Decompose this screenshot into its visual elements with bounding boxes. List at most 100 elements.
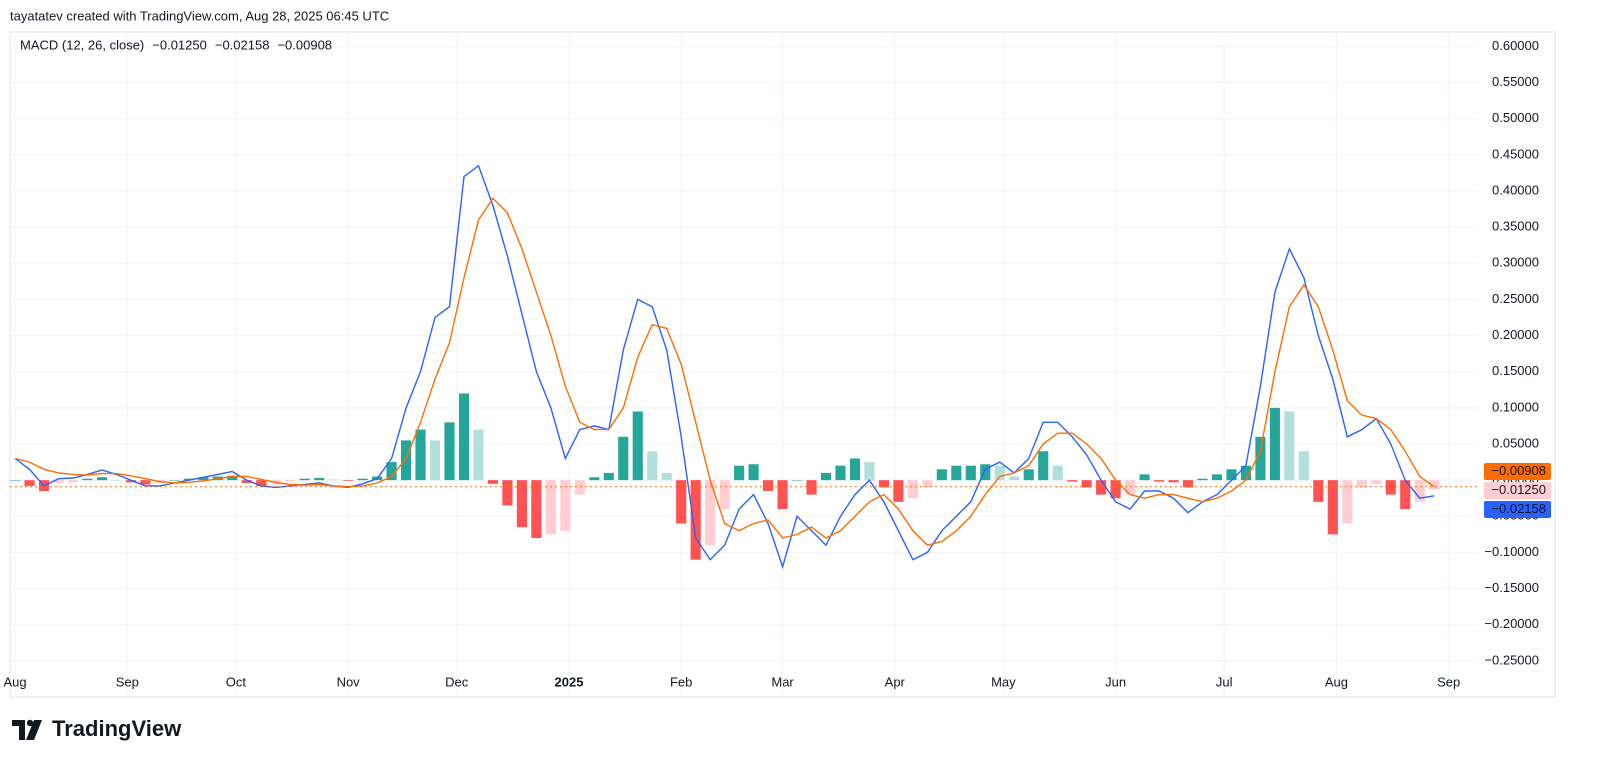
histogram-bar — [502, 480, 513, 506]
price-badge — [1484, 501, 1551, 519]
histogram-bar — [560, 480, 571, 531]
histogram-bar — [183, 478, 194, 481]
histogram-bar — [343, 480, 354, 481]
histogram-bar — [111, 480, 122, 481]
histogram-bar — [676, 480, 687, 524]
x-tick-label: Oct — [226, 674, 247, 689]
histogram-bar — [603, 472, 614, 481]
histogram-bar — [878, 480, 889, 488]
histogram-bar — [10, 480, 21, 481]
brand-logo[interactable]: TradingView — [12, 716, 182, 741]
histogram-bar — [734, 465, 745, 481]
x-tick-label: Nov — [337, 674, 361, 689]
macd-line — [14, 197, 1435, 546]
histogram-bar — [864, 462, 875, 481]
histogram-bar — [314, 477, 325, 481]
histogram-bar — [1313, 480, 1324, 502]
histogram-bar — [893, 480, 904, 502]
logo-mark — [26, 720, 42, 740]
y-tick-label: 0.35000 — [1492, 219, 1539, 234]
histogram-bar — [1240, 465, 1252, 481]
histogram-bar — [806, 480, 817, 495]
histogram-bar — [1153, 480, 1165, 482]
histogram-bar — [357, 478, 368, 481]
price-badges: −0.00908 −0.01250 −0.02158 — [1484, 463, 1551, 519]
histogram-bar — [1009, 476, 1020, 481]
y-tick-label: 0.05000 — [1492, 435, 1539, 450]
histogram-bar — [1385, 480, 1396, 495]
histogram-bar — [907, 480, 918, 499]
histogram-bar — [1067, 480, 1078, 482]
histogram-bar — [690, 480, 701, 560]
histogram-bar — [1197, 478, 1208, 481]
logo-mark — [12, 720, 25, 740]
histogram-bar — [473, 429, 484, 481]
y-tick-label: −0.25000 — [1484, 652, 1539, 667]
histogram-bar — [429, 440, 441, 481]
x-tick-label: 2025 — [555, 674, 584, 689]
y-tick-label: −0.10000 — [1484, 544, 1539, 559]
histogram-bar — [169, 480, 180, 481]
legend: MACD (12, 26, close) −0.01250 −0.02158 −0.… — [20, 37, 332, 52]
logo-mark — [26, 719, 34, 727]
y-tick-label: 0.10000 — [1492, 399, 1539, 414]
histogram-bar — [415, 429, 426, 481]
price-badge-label: −0.02158 — [1491, 501, 1546, 516]
x-tick-label: Feb — [670, 674, 692, 689]
y-tick-label: −0.15000 — [1484, 580, 1539, 595]
histogram-bar — [849, 458, 861, 481]
histogram-bar — [1211, 474, 1223, 481]
histogram-bar — [458, 393, 470, 481]
histogram-bar — [951, 465, 962, 481]
histogram-bar — [1327, 480, 1338, 535]
x-tick-label: Sep — [1437, 674, 1460, 689]
histogram-bar — [1371, 480, 1382, 484]
histogram-bar — [400, 440, 412, 481]
histogram-bar — [1052, 465, 1063, 481]
y-tick-label: −0.20000 — [1484, 616, 1539, 631]
histogram-bar — [53, 480, 64, 484]
price-badge-label: −0.01250 — [1491, 482, 1546, 497]
header-caption: tayatatev created with TradingView.com, … — [10, 8, 389, 23]
y-tick-label: 0.50000 — [1492, 110, 1539, 125]
x-tick-label: Aug — [1325, 674, 1348, 689]
histogram-bar — [1414, 480, 1425, 502]
histogram-bar — [705, 480, 716, 546]
x-tick-label: Mar — [771, 674, 794, 689]
histogram-bar — [140, 480, 151, 485]
y-tick-label: 0.25000 — [1492, 291, 1539, 306]
histogram-bar — [647, 451, 658, 481]
x-tick-label: Jun — [1105, 674, 1126, 689]
histogram-bar — [256, 480, 267, 486]
price-badge — [1484, 482, 1551, 500]
histogram-bar — [67, 480, 79, 483]
histogram-bar — [980, 464, 991, 481]
histogram-bar — [516, 480, 527, 528]
price-badge-label: −0.00908 — [1491, 463, 1546, 478]
histogram-bar — [125, 480, 136, 483]
histogram-bar — [661, 472, 672, 481]
y-tick-label: 0.15000 — [1492, 363, 1539, 378]
histogram-bar — [1139, 474, 1150, 481]
plot-area — [10, 164, 1478, 570]
legend-value: −0.01250 — [152, 37, 207, 52]
histogram-bar — [589, 477, 600, 481]
x-tick-label: Jul — [1216, 674, 1233, 689]
x-tick-label: Dec — [445, 674, 469, 689]
histogram-bar — [618, 436, 629, 481]
grid — [10, 32, 1478, 697]
histogram-bar — [632, 411, 643, 481]
histogram-bar — [1429, 480, 1440, 490]
legend-value: −0.02158 — [215, 37, 270, 52]
x-tick-label: Sep — [116, 674, 139, 689]
histogram-bar — [574, 480, 585, 495]
histogram-bar — [1298, 451, 1309, 481]
brand-name[interactable]: TradingView — [52, 716, 182, 741]
axes: −0.25000−0.20000−0.15000−0.10000−0.05000… — [3, 38, 1539, 690]
histogram-bar — [835, 465, 846, 481]
y-tick-label: 0.40000 — [1492, 182, 1539, 197]
histogram-bar — [748, 464, 759, 481]
histogram-bar — [1400, 480, 1411, 510]
